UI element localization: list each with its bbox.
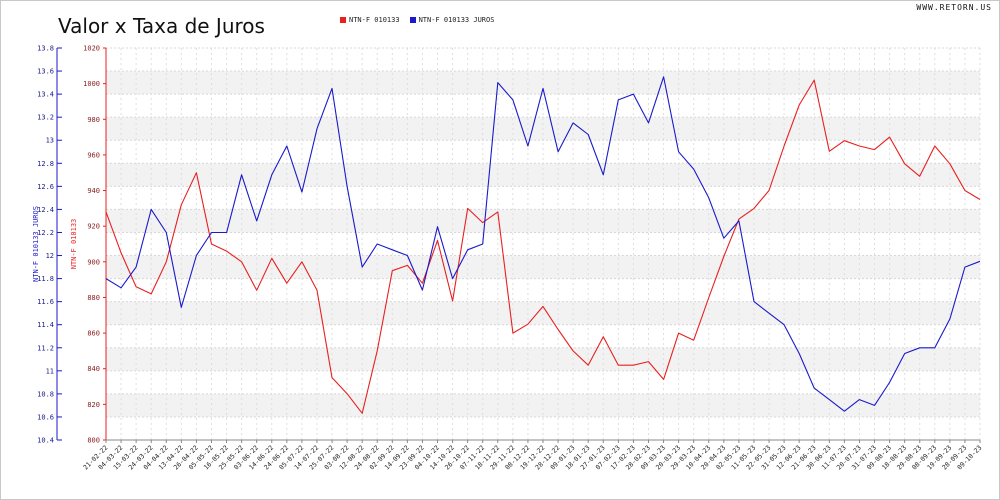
left-axis-tick-label: 13.6: [37, 68, 54, 76]
right-axis-tick-label: 980: [87, 116, 100, 124]
left-axis-tick-label: 13.8: [37, 45, 54, 53]
site-watermark: WWW.RETORN.US: [916, 3, 992, 12]
left-axis-tick-label: 13: [46, 137, 54, 145]
left-axis-tick-label: 12.2: [37, 229, 54, 237]
legend-label-rate: NTN-F 010133 JUROS: [418, 16, 495, 24]
right-axis-tick-label: 960: [87, 151, 100, 159]
chart-title: Valor x Taxa de Juros: [58, 14, 265, 38]
left-axis-tick-label: 10.6: [37, 413, 54, 421]
left-axis-tick-label: 11: [46, 367, 54, 375]
legend-item-rate: NTN-F 010133 JUROS: [409, 16, 495, 24]
left-axis-tick-label: 11.4: [37, 321, 54, 329]
series-line-price: [105, 79, 981, 414]
right-axis-tick-label: 860: [87, 330, 100, 338]
grid-band: [106, 209, 980, 233]
right-axis-tick-label: 880: [87, 294, 100, 302]
right-axis-tick-label: 1000: [83, 80, 100, 88]
right-axis-tick-label: 920: [87, 223, 100, 231]
legend-swatch-blue: [409, 17, 416, 23]
left-axis-label: NTN-F 010133 JUROS: [32, 206, 40, 282]
left-axis-tick-label: 12.8: [37, 160, 54, 168]
right-axis-label: NTN-F 010133: [70, 219, 78, 270]
grid-band: [106, 393, 980, 417]
left-axis-tick-label: 11.2: [37, 344, 54, 352]
left-axis-tick-label: 10.4: [37, 437, 54, 445]
left-axis-tick-label: 11.8: [37, 275, 54, 283]
left-axis-tick-label: 12.4: [37, 206, 54, 214]
legend-item-price: NTN-F 010133: [340, 16, 400, 24]
left-axis-tick-label: 13.4: [37, 91, 54, 99]
series-line-rate: [105, 76, 981, 412]
right-axis-tick-label: 820: [87, 401, 100, 409]
left-axis-tick-label: 12.6: [37, 183, 54, 191]
right-axis-tick-label: 1020: [83, 45, 100, 53]
right-axis-tick-label: 940: [87, 187, 100, 195]
left-axis-tick-label: 13.2: [37, 114, 54, 122]
right-axis-tick-label: 900: [87, 258, 100, 266]
left-axis-tick-label: 11.6: [37, 298, 54, 306]
grid-band: [106, 255, 980, 279]
legend-swatch-red: [340, 17, 346, 23]
legend-label-price: NTN-F 010133: [349, 16, 400, 24]
left-axis-tick-label: 10.8: [37, 390, 54, 398]
right-axis-tick-label: 800: [87, 437, 100, 445]
left-axis-tick-label: 12: [46, 252, 54, 260]
right-axis-tick-label: 840: [87, 365, 100, 373]
legend: NTN-F 010133 NTN-F 010133 JUROS: [340, 16, 494, 24]
grid-band: [106, 71, 980, 95]
